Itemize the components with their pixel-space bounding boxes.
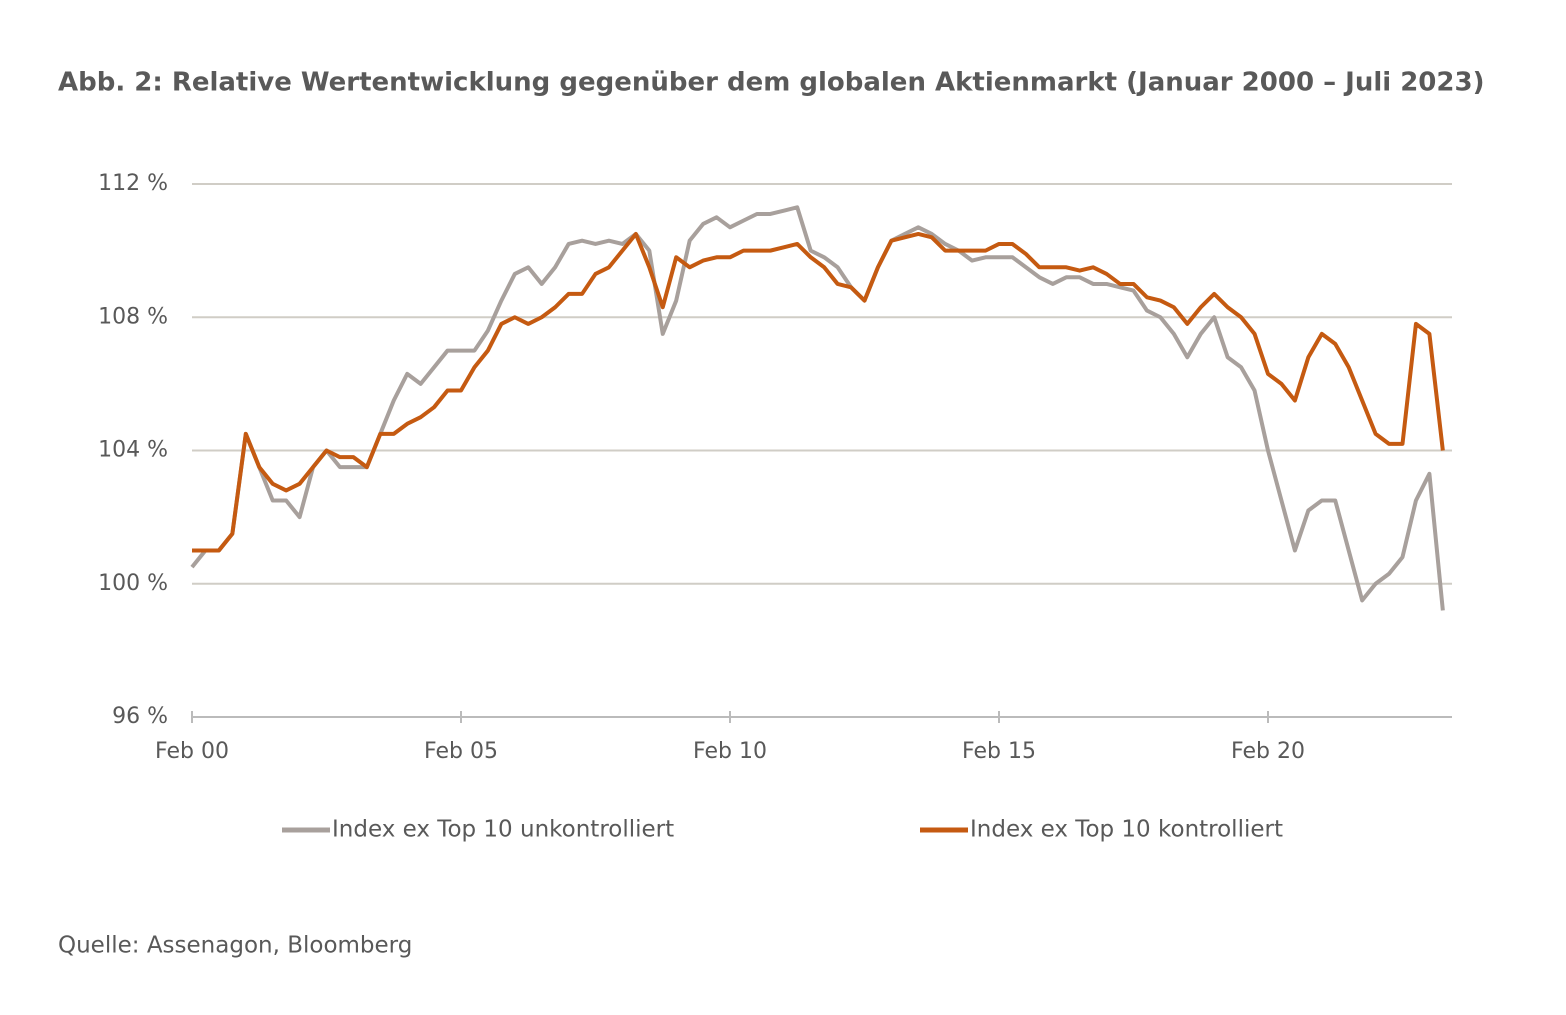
- x-tick-label: Feb 15: [962, 739, 1036, 764]
- y-tick-label: 104 %: [98, 438, 168, 463]
- y-tick-label: 112 %: [98, 171, 168, 196]
- chart-title: Abb. 2: Relative Wertentwicklung gegenüb…: [58, 68, 1484, 98]
- y-tick-label: 96 %: [112, 704, 168, 729]
- x-tick-label: Feb 05: [424, 739, 498, 764]
- x-tick-label: Feb 10: [693, 739, 767, 764]
- x-tick-label: Feb 00: [155, 739, 229, 764]
- legend-label: Index ex Top 10 unkontrolliert: [332, 817, 674, 843]
- y-tick-label: 108 %: [98, 304, 168, 329]
- line-series: [192, 231, 1445, 553]
- source: Quelle: Assenagon, Bloomberg: [58, 933, 412, 959]
- legend-label: Index ex Top 10 kontrolliert: [970, 817, 1283, 843]
- x-tick-label: Feb 20: [1231, 739, 1305, 764]
- line-series: [190, 205, 1445, 611]
- y-tick-label: 100 %: [98, 571, 168, 596]
